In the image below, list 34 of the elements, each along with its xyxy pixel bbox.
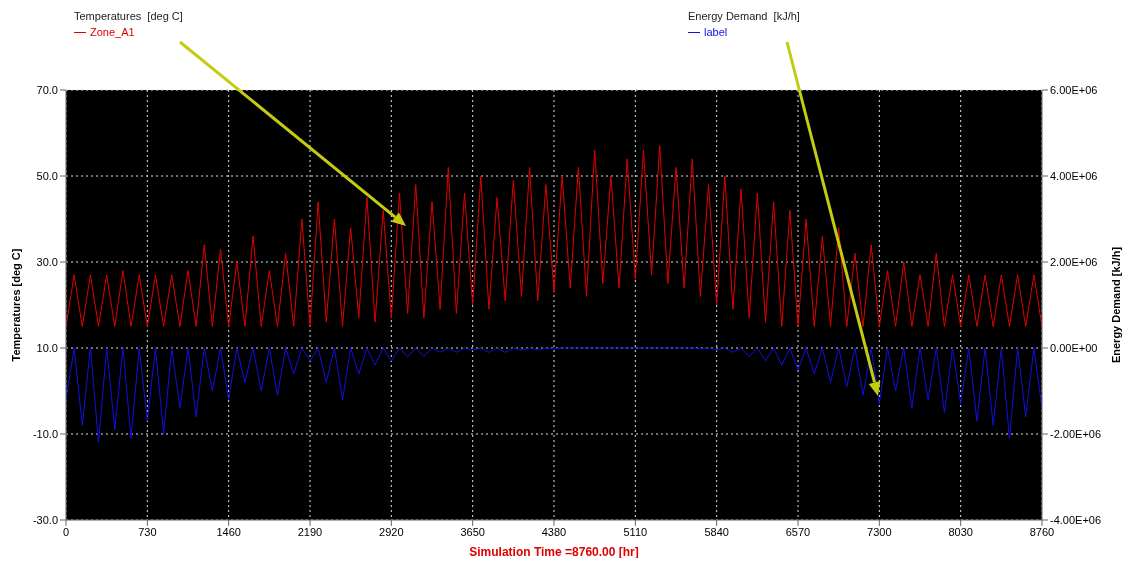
y-tick-label: 70.0 [36, 83, 58, 96]
y-axis-title: Temperatures [deg C] [9, 248, 22, 362]
x-tick-label: 1460 [216, 525, 241, 538]
y-tick-label: 30.0 [36, 255, 58, 268]
y2-tick-label: -4.00E+06 [1050, 513, 1102, 526]
x-tick-label: 5840 [704, 525, 729, 538]
y-tick-label: 10.0 [36, 341, 58, 354]
x-tick-label: 730 [138, 525, 157, 538]
line-series [66, 145, 1042, 327]
y2-axis-title: Energy Demand [kJ/h] [1109, 246, 1122, 364]
y2-tick-label: -2.00E+06 [1050, 427, 1102, 440]
y2-tick-label: 4.00E+06 [1050, 169, 1098, 182]
legend-label: Zone_A1 [90, 26, 135, 38]
y-tick-label: -10.0 [32, 427, 58, 440]
text: Energy Demand [kJ/h] [688, 10, 800, 22]
x-tick-label: 5110 [623, 525, 648, 538]
y2-tick-label: 0.00E+00 [1050, 341, 1098, 354]
legend-label: label [704, 26, 728, 38]
x-tick-label: 2190 [297, 525, 323, 538]
x-axis-title: Simulation Time =8760.00 [hr] [469, 545, 639, 559]
x-tick-label: 8030 [948, 525, 973, 538]
x-tick-label: 4380 [541, 525, 567, 538]
x-tick-label: 2920 [379, 525, 404, 538]
text: Temperatures [deg C] [74, 10, 183, 22]
y-tick-label: -30.0 [32, 513, 58, 526]
line-series [66, 347, 1042, 444]
x-tick-label: 0 [62, 525, 70, 538]
x-tick-label: 7300 [867, 525, 892, 538]
x-tick-label: 3650 [460, 525, 485, 538]
y2-tick-label: 6.00E+06 [1050, 83, 1098, 96]
x-tick-label: 8760 [1029, 525, 1055, 538]
y-tick-label: 50.0 [36, 169, 58, 182]
x-tick-label: 6570 [785, 525, 811, 538]
y2-tick-label: 2.00E+06 [1050, 255, 1098, 268]
